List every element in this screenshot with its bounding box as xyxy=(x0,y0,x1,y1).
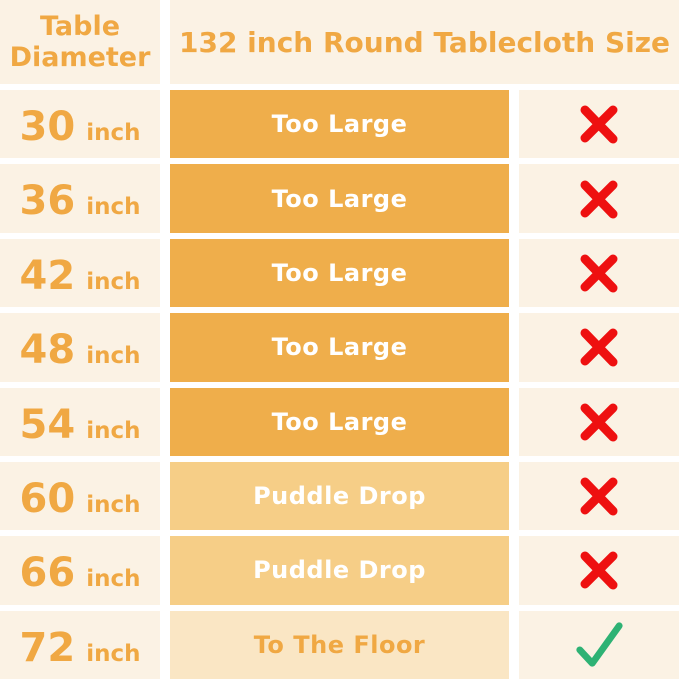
cross-icon xyxy=(580,403,618,442)
diameter-cell: 66 inch xyxy=(0,536,160,605)
cross-icon xyxy=(580,551,618,590)
fit-bar: Too Large xyxy=(170,90,509,159)
diameter-value: 30 xyxy=(19,104,76,150)
cross-icon xyxy=(580,477,618,516)
diameter-cell: 48 inch xyxy=(0,313,160,382)
fit-bar: Too Large xyxy=(170,313,509,382)
header-row: Table Diameter 132 inch Round Tablecloth… xyxy=(0,0,679,84)
diameter-cell: 36 inch xyxy=(0,164,160,233)
verdict-cell xyxy=(519,238,679,308)
diameter-value: 54 xyxy=(19,401,76,448)
table-row: 60 inch Puddle Drop xyxy=(0,461,679,531)
diameter-cell: 54 inch xyxy=(0,387,160,456)
diameter-value: 36 xyxy=(19,178,76,225)
fit-bar: Puddle Drop xyxy=(170,461,509,531)
diameter-unit: inch xyxy=(86,268,141,295)
fit-bar: Too Large xyxy=(170,164,509,233)
header-diameter-label: Table Diameter xyxy=(0,0,160,84)
fit-bar: To The Floor xyxy=(170,610,509,679)
fit-bar: Too Large xyxy=(170,387,509,456)
fit-bar: Too Large xyxy=(170,238,509,308)
diameter-value: 60 xyxy=(19,475,76,522)
diameter-value: 72 xyxy=(19,624,76,671)
verdict-cell xyxy=(519,536,679,605)
fit-bar: Puddle Drop xyxy=(170,536,509,605)
diameter-cell: 42 inch xyxy=(0,238,160,308)
verdict-cell xyxy=(519,610,679,679)
diameter-unit: inch xyxy=(86,120,141,146)
diameter-cell: 72 inch xyxy=(0,610,160,679)
diameter-unit: inch xyxy=(86,566,141,593)
diameter-value: 66 xyxy=(19,550,76,597)
table-row: 72 inch To The Floor xyxy=(0,610,679,679)
table-row: 42 inch Too Large xyxy=(0,238,679,308)
table-row: 48 inch Too Large xyxy=(0,313,679,382)
diameter-unit: inch xyxy=(86,491,141,518)
diameter-value: 48 xyxy=(19,327,76,374)
verdict-cell xyxy=(519,313,679,382)
cross-icon xyxy=(580,105,618,144)
diameter-value: 42 xyxy=(19,252,76,299)
diameter-unit: inch xyxy=(86,343,141,370)
cross-icon xyxy=(580,180,618,219)
diameter-unit: inch xyxy=(86,640,141,667)
diameter-unit: inch xyxy=(86,417,141,444)
chart-title: 132 inch Round Tablecloth Size xyxy=(170,0,679,84)
cross-icon xyxy=(580,328,618,367)
table-row: 36 inch Too Large xyxy=(0,164,679,233)
verdict-cell xyxy=(519,461,679,531)
diameter-unit: inch xyxy=(86,194,141,221)
table-row: 54 inch Too Large xyxy=(0,387,679,456)
table-row: 66 inch Puddle Drop xyxy=(0,536,679,605)
diameter-cell: 60 inch xyxy=(0,461,160,531)
verdict-cell xyxy=(519,90,679,159)
diameter-cell: 30 inch xyxy=(0,90,160,159)
table-row: 30 inch Too Large xyxy=(0,90,679,159)
verdict-cell xyxy=(519,164,679,233)
verdict-cell xyxy=(519,387,679,456)
cross-icon xyxy=(580,254,618,293)
check-icon xyxy=(576,622,623,667)
